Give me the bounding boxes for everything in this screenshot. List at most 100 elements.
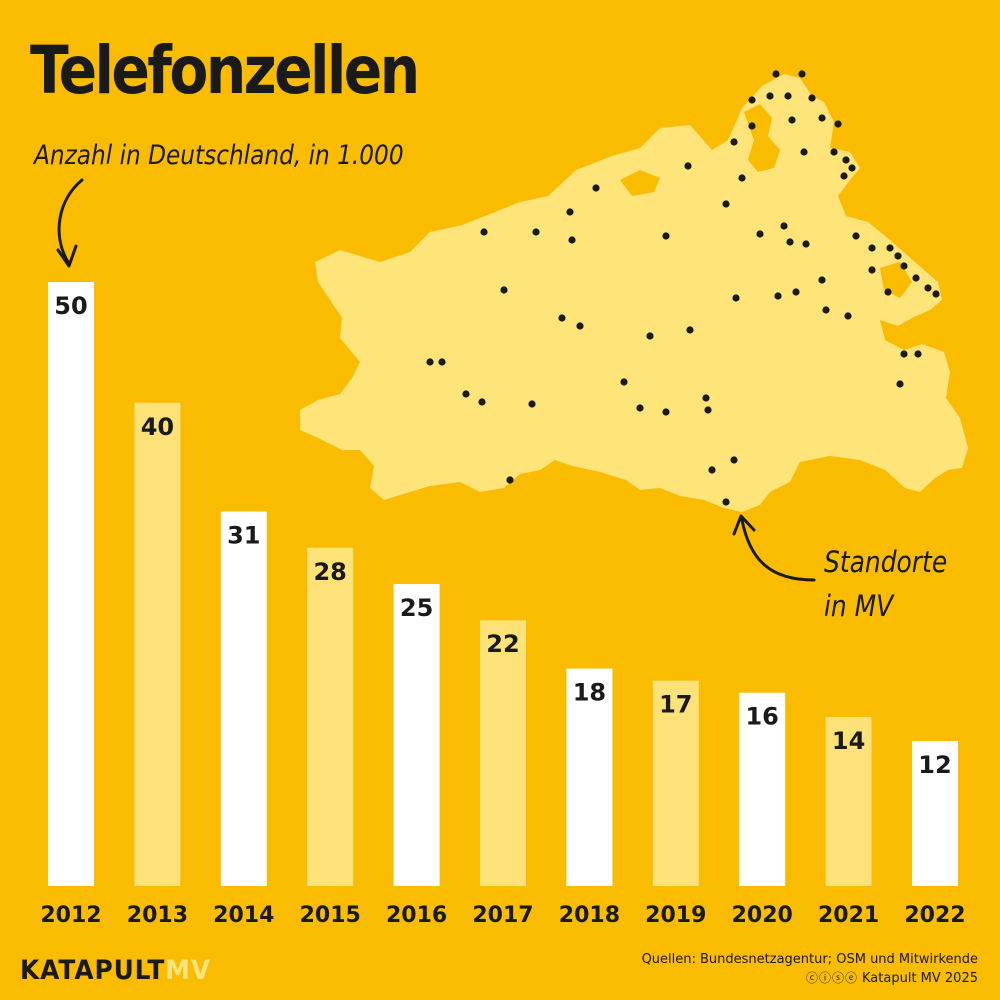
location-dot <box>842 156 850 164</box>
location-dot <box>792 288 800 296</box>
bar-2015 <box>307 547 354 886</box>
map-label-arrow-head <box>732 514 756 536</box>
x-tick-2020: 2020 <box>732 903 793 928</box>
location-dot <box>834 120 842 128</box>
location-dot <box>774 292 782 300</box>
location-dot <box>478 398 486 406</box>
bar-2014 <box>220 511 267 886</box>
location-dot <box>506 476 514 484</box>
bar-value-label-2012: 50 <box>54 292 87 320</box>
location-dot <box>886 244 894 252</box>
bar-2013 <box>134 402 181 886</box>
bar-2017 <box>480 620 526 886</box>
bar-value-label-2019: 17 <box>659 691 692 719</box>
license-text: Katapult MV 2025 <box>862 971 978 986</box>
location-dot <box>662 408 670 416</box>
location-dot <box>480 228 488 236</box>
location-dot <box>568 236 576 244</box>
location-dot <box>784 92 792 100</box>
brand-suffix: MV <box>165 955 211 986</box>
map-label-arrow <box>740 518 816 582</box>
annotation-arrows <box>56 178 816 582</box>
mv-map-outline <box>300 74 968 512</box>
location-dot <box>896 380 904 388</box>
location-dot <box>738 174 746 182</box>
x-tick-2012: 2012 <box>40 903 101 928</box>
location-dot <box>894 252 902 260</box>
location-dot <box>558 314 566 322</box>
location-dot <box>748 122 756 130</box>
x-axis-ticks: 2012 2013 2014 2015 2016 2017 2018 2019 2020 2021… <box>40 903 965 928</box>
bar-2020 <box>739 692 786 886</box>
location-dot <box>704 406 712 414</box>
location-dot <box>438 358 446 366</box>
location-dot <box>818 276 826 284</box>
location-dot <box>756 230 764 238</box>
location-dot <box>722 498 730 506</box>
location-dot <box>900 262 908 270</box>
bar-series <box>48 282 958 886</box>
location-dot <box>848 164 856 172</box>
x-tick-2017: 2017 <box>472 903 533 928</box>
location-dot <box>576 322 584 330</box>
bar-value-label-2020: 16 <box>745 703 778 731</box>
location-dot <box>722 200 730 208</box>
location-dot <box>646 332 654 340</box>
location-dot <box>822 306 830 314</box>
bar-value-label-2021: 14 <box>832 727 865 755</box>
bar-2021 <box>825 716 872 886</box>
brand-logo: KATAPULTMV <box>20 955 211 986</box>
phonebox-locations <box>426 70 940 506</box>
location-dot <box>636 404 644 412</box>
bar-value-label-2014: 31 <box>227 522 260 550</box>
location-dot <box>702 394 710 402</box>
x-tick-2018: 2018 <box>559 903 620 928</box>
location-dot <box>528 400 536 408</box>
location-dot <box>732 294 740 302</box>
location-dot <box>924 284 932 292</box>
map-label: Standorte in MV <box>824 540 947 628</box>
location-dot <box>748 96 756 104</box>
mv-bay-detail <box>620 170 660 196</box>
location-dot <box>686 326 694 334</box>
x-tick-2022: 2022 <box>904 903 965 928</box>
x-tick-2019: 2019 <box>645 903 706 928</box>
bar-2018 <box>566 668 613 886</box>
subtitle-arrow-head <box>56 244 78 268</box>
location-dot <box>800 148 808 156</box>
location-dot <box>786 238 794 246</box>
location-dot <box>462 390 470 398</box>
mv-coast-detail <box>744 104 780 172</box>
map-label-line-2: in MV <box>824 589 894 623</box>
location-dot <box>620 378 628 386</box>
location-dot <box>802 240 810 248</box>
location-dot <box>884 288 892 296</box>
bar-2016 <box>393 584 440 886</box>
location-dot <box>566 208 574 216</box>
location-dot <box>818 114 826 122</box>
location-dot <box>808 94 816 102</box>
bar-2022 <box>912 741 958 886</box>
location-dot <box>868 266 876 274</box>
location-dot <box>840 172 848 180</box>
map-label-line-1: Standorte <box>824 545 948 579</box>
chart-subtitle: Anzahl in Deutschland, in 1.000 <box>34 140 404 171</box>
license-line: ⓒⓘⓢⓔ Katapult MV 2025 <box>642 969 978 988</box>
location-dot <box>708 466 716 474</box>
bar-value-label-2018: 18 <box>573 679 606 707</box>
source-text: Quellen: Bundesnetzagentur; OSM und Mitw… <box>641 952 978 967</box>
x-tick-2016: 2016 <box>386 903 447 928</box>
location-dot <box>662 232 670 240</box>
bar-value-label-2015: 28 <box>313 558 346 586</box>
x-tick-2014: 2014 <box>213 903 274 928</box>
bar-value-label-2017: 22 <box>486 630 519 658</box>
location-dot <box>730 456 738 464</box>
location-dot <box>684 162 692 170</box>
mv-map <box>300 70 968 512</box>
brand-main: KATAPULT <box>20 955 166 986</box>
bar-2012 <box>48 282 94 886</box>
bar-2019 <box>652 680 699 886</box>
location-dot <box>798 70 806 78</box>
